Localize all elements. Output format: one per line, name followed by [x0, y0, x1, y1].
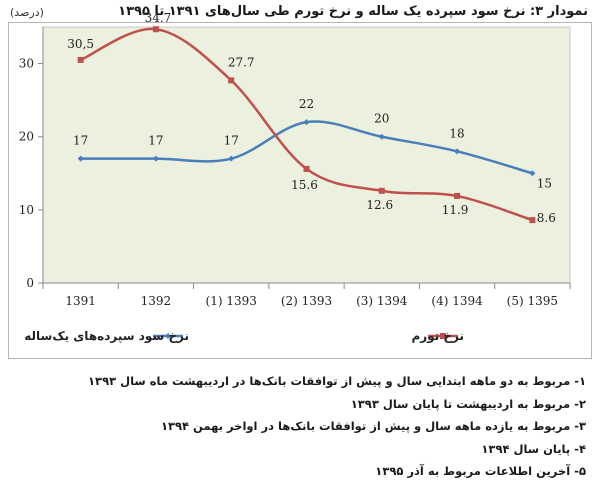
data-point [152, 155, 159, 162]
data-label: 27.7 [228, 55, 255, 69]
x-tick-label: (2) 1393 [281, 294, 332, 308]
data-label: 20 [374, 112, 389, 126]
x-tick-label: 1391 [65, 294, 96, 308]
data-point [303, 119, 310, 126]
x-tick-label: (5) 1395 [507, 294, 558, 308]
legend-label: نرخ تورم [411, 329, 464, 344]
x-tick-label: 1392 [141, 294, 172, 308]
chart-title: نمودار ۳: نرخ سود سپرده یک ساله و نرخ تو… [118, 4, 588, 19]
data-point [152, 26, 159, 33]
footnotes: ۱- مربوط به دو ماهه ابتدایی سال و پیش از… [16, 370, 586, 483]
footnote: ۱- مربوط به دو ماهه ابتدایی سال و پیش از… [88, 374, 586, 388]
footnote: ۲- مربوط به اردیبهشت تا پایان سال ۱۳۹۳ [350, 396, 586, 411]
footnote: ۴- پایان سال ۱۳۹۴ [481, 441, 586, 456]
y-tick-label: 30 [19, 57, 34, 71]
data-point [378, 133, 385, 140]
data-label: 8.6 [537, 211, 556, 225]
unit-label: (درصد) [10, 6, 44, 19]
x-tick-label: (1) 1393 [206, 294, 257, 308]
legend-label: نرخ سود سپرده‌های یک‌ساله [24, 329, 189, 344]
data-point [378, 187, 385, 194]
data-point [454, 192, 461, 199]
data-point [228, 77, 235, 84]
data-point [454, 148, 461, 155]
legend-marker [440, 333, 446, 339]
data-point [228, 155, 235, 162]
chart-frame [8, 22, 592, 359]
data-point [303, 165, 310, 172]
data-label: 12.6 [366, 198, 393, 212]
x-tick-label: (4) 1394 [431, 294, 483, 308]
data-label: 17 [73, 134, 88, 148]
data-label: 30,5 [67, 37, 94, 51]
data-point [77, 56, 84, 63]
line-chart: 0 10 20 30 1391 1392 (1) 1393 (2) 1393 (3) 1394 (… [19, 11, 571, 344]
data-label: 17 [148, 134, 163, 148]
x-tick-label: (3) 1394 [356, 294, 408, 308]
data-label: 17 [224, 134, 239, 148]
data-point [529, 170, 536, 177]
data-label: 15 [537, 176, 552, 190]
y-tick-label: 20 [19, 130, 34, 144]
data-point [529, 217, 536, 224]
data-label: 22 [299, 97, 314, 111]
plot-area [42, 26, 571, 284]
data-point [77, 155, 84, 162]
data-label: 34.7 [145, 11, 172, 25]
legend-marker [165, 333, 171, 339]
footnote: ۳- مربوط به یازده ماهه سال و پیش از تواف… [160, 419, 586, 433]
data-label: 18 [449, 126, 464, 140]
footnote: ۵- آخرین اطلاعات مربوط به آذر ۱۳۹۵ [375, 464, 586, 478]
y-tick-label: 10 [19, 203, 34, 217]
data-label: 11.9 [442, 203, 469, 217]
data-label: 15.6 [291, 178, 318, 192]
y-tick-label: 0 [26, 276, 34, 290]
